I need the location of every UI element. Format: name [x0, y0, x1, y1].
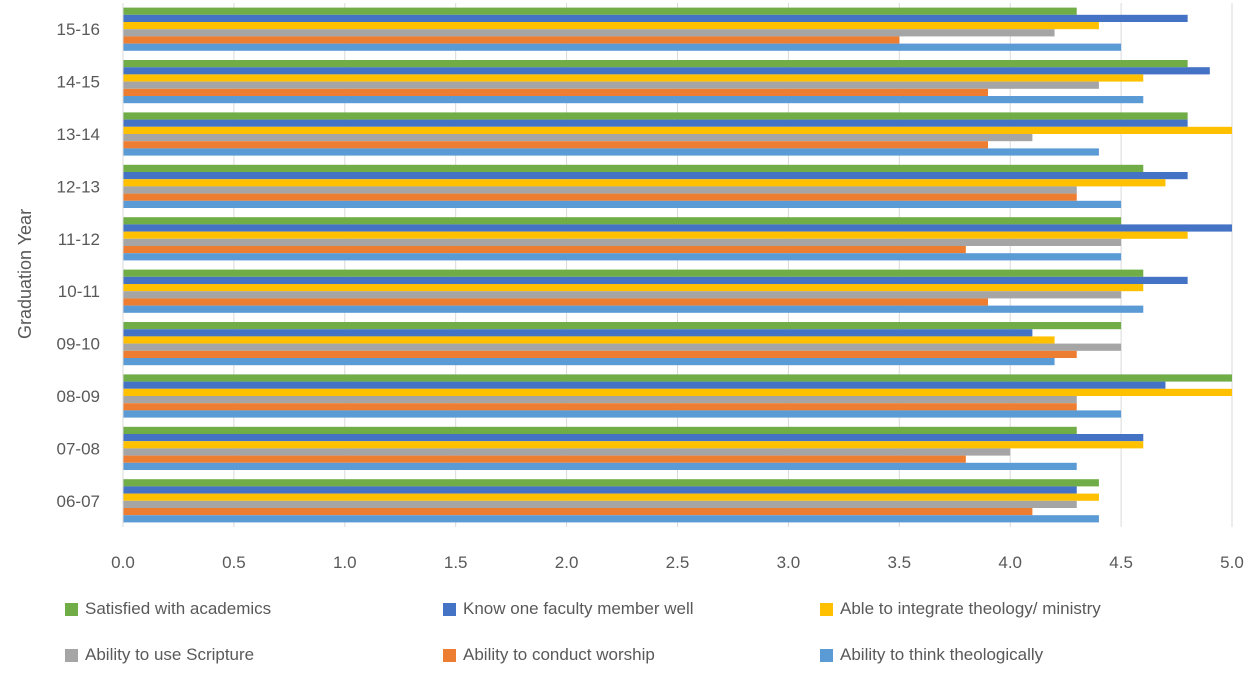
bar — [123, 462, 1077, 470]
bar — [123, 305, 1144, 313]
bar — [123, 493, 1099, 501]
x-tick-label: 0.5 — [222, 553, 246, 572]
bar — [123, 164, 1144, 172]
bars — [123, 7, 1232, 523]
bar — [123, 448, 1011, 456]
bar — [123, 455, 966, 463]
bar — [123, 329, 1033, 337]
bar — [123, 374, 1232, 382]
bar — [123, 403, 1077, 411]
bar — [123, 486, 1077, 494]
bar — [123, 441, 1144, 449]
legend-swatch — [820, 603, 833, 616]
bar — [123, 141, 989, 149]
y-tick-label: 07-08 — [57, 439, 100, 458]
bar — [123, 134, 1033, 142]
legend-swatch — [443, 603, 456, 616]
y-axis-label: Graduation Year — [15, 209, 35, 339]
legend-swatch — [820, 649, 833, 662]
bar — [123, 67, 1210, 75]
legend-label: Ability to conduct worship — [463, 645, 655, 664]
bar — [123, 200, 1122, 208]
bar — [123, 14, 1188, 22]
legend-label: Ability to use Scripture — [85, 645, 254, 664]
bar — [123, 43, 1122, 51]
bar — [123, 96, 1144, 104]
x-tick-label: 1.5 — [444, 553, 468, 572]
bar — [123, 284, 1144, 292]
bar — [123, 381, 1166, 389]
bar — [123, 291, 1122, 299]
bar — [123, 7, 1077, 15]
bar — [123, 322, 1122, 330]
bar — [123, 238, 1122, 246]
legend-label: Know one faculty member well — [463, 599, 694, 618]
bar — [123, 148, 1099, 156]
bar — [123, 358, 1055, 366]
bar — [123, 36, 900, 44]
legend: Satisfied with academics Know one faculty… — [65, 599, 1101, 664]
axes: 0.0 0.5 1.0 1.5 2.0 2.5 3.0 3.5 4.0 4.5 5.0 06-07 07… — [57, 3, 1244, 572]
x-tick-label: 1.0 — [333, 553, 357, 572]
y-tick-label: 08-09 — [57, 387, 100, 406]
bar — [123, 276, 1188, 284]
legend-swatch — [65, 649, 78, 662]
bar — [123, 336, 1055, 344]
bar — [123, 74, 1144, 82]
bar — [123, 269, 1144, 277]
x-tick-label: 3.5 — [887, 553, 911, 572]
bar — [123, 88, 989, 96]
bar — [123, 231, 1188, 239]
bar — [123, 515, 1099, 523]
bar — [123, 298, 989, 306]
legend-label: Ability to think theologically — [840, 645, 1044, 664]
y-tick-label: 14-15 — [57, 73, 100, 92]
y-tick-label: 10-11 — [58, 282, 100, 301]
bar — [123, 434, 1144, 442]
x-tick-label: 2.0 — [555, 553, 579, 572]
y-tick-label: 06-07 — [57, 492, 100, 511]
y-tick-label: 15-16 — [57, 20, 100, 39]
bar — [123, 22, 1099, 30]
y-tick-label: 12-13 — [57, 177, 100, 196]
legend-swatch — [443, 649, 456, 662]
y-tick-label: 09-10 — [57, 335, 100, 354]
bar — [123, 253, 1122, 261]
bar — [123, 343, 1122, 351]
y-tick-label: 13-14 — [57, 125, 100, 144]
x-tick-label: 3.0 — [777, 553, 801, 572]
x-tick-label: 2.5 — [666, 553, 690, 572]
legend-label: Able to integrate theology/ ministry — [840, 599, 1101, 618]
bar — [123, 217, 1122, 225]
x-tick-label: 5.0 — [1220, 553, 1244, 572]
legend-label: Satisfied with academics — [85, 599, 271, 618]
x-tick-label: 4.0 — [998, 553, 1022, 572]
bar — [123, 500, 1077, 508]
bar — [123, 193, 1077, 201]
bar — [123, 508, 1033, 516]
bar — [123, 410, 1122, 418]
bar — [123, 426, 1077, 434]
bar — [123, 224, 1232, 232]
bar — [123, 350, 1077, 358]
legend-swatch — [65, 603, 78, 616]
bar — [123, 126, 1232, 134]
x-tick-label: 0.0 — [111, 553, 135, 572]
bar — [123, 186, 1077, 194]
bar — [123, 29, 1055, 37]
bar — [123, 246, 966, 254]
bar — [123, 112, 1188, 120]
bar — [123, 179, 1166, 187]
bar — [123, 396, 1077, 404]
x-tick-label: 4.5 — [1109, 553, 1133, 572]
y-tick-label: 11-12 — [58, 230, 100, 249]
bar — [123, 60, 1188, 68]
bar — [123, 172, 1188, 180]
bar — [123, 479, 1099, 487]
bar — [123, 119, 1188, 127]
bar — [123, 81, 1099, 89]
bar — [123, 388, 1232, 396]
